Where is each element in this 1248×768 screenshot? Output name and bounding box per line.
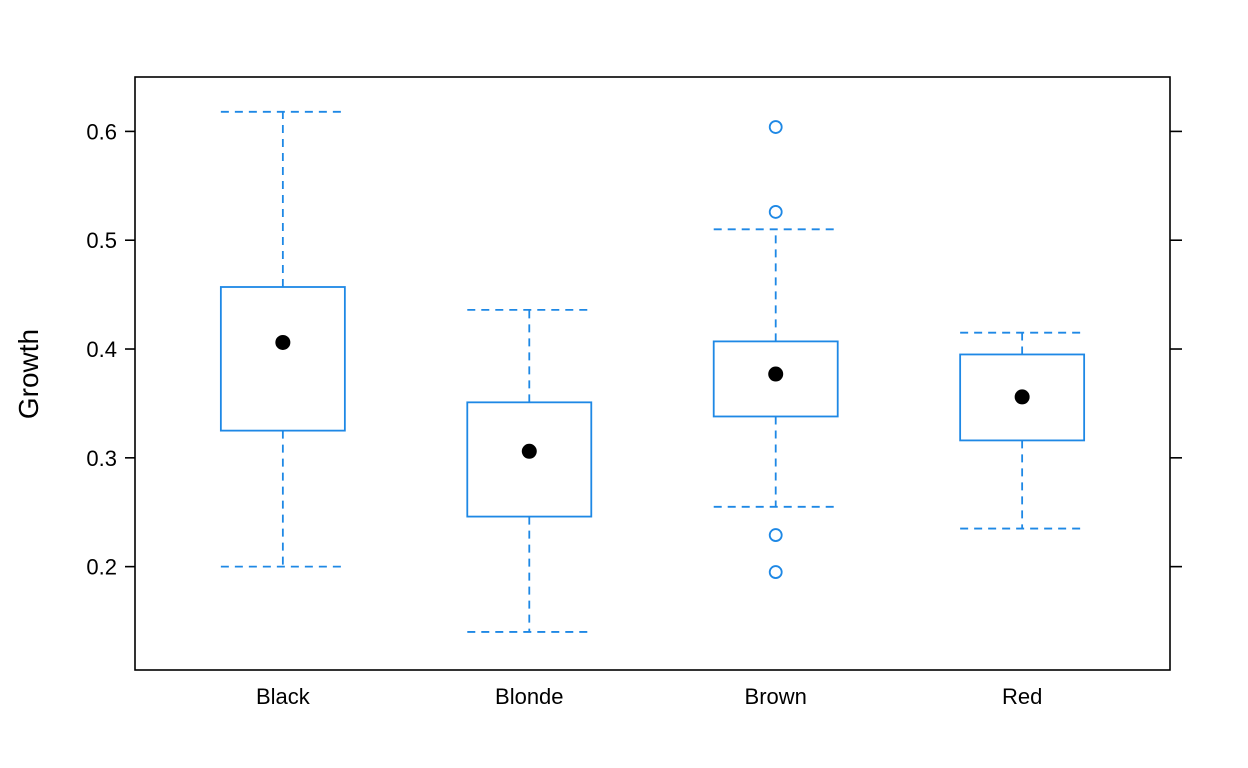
median-point	[1014, 389, 1030, 405]
y-tick-label: 0.6	[86, 119, 117, 144]
x-tick-label: Black	[256, 684, 311, 709]
box-iqr	[219, 286, 346, 432]
y-axis: 0.2 0.3 0.4 0.5 0.6	[86, 119, 1182, 580]
y-axis-title: Growth	[13, 329, 44, 419]
box-iqr	[959, 353, 1086, 442]
outlier-point	[768, 120, 783, 134]
plot-frame	[134, 76, 1171, 671]
x-tick-label: Red	[1002, 684, 1042, 709]
box-group-red	[959, 331, 1086, 530]
outlier-point	[768, 205, 783, 219]
median-point	[275, 334, 291, 350]
y-tick-label: 0.4	[86, 337, 117, 362]
x-axis: Black Blonde Brown Red	[256, 684, 1042, 709]
y-tick-label: 0.3	[86, 446, 117, 471]
box-iqr	[466, 401, 593, 518]
box-iqr	[712, 340, 839, 418]
box-group-black	[219, 110, 346, 568]
outlier-point	[768, 528, 783, 542]
x-tick-label: Brown	[745, 684, 807, 709]
median-point	[768, 366, 784, 382]
y-tick-label: 0.5	[86, 228, 117, 253]
box-series	[219, 110, 1086, 633]
outlier-point	[768, 565, 783, 579]
y-tick-label: 0.2	[86, 555, 117, 580]
x-tick-label: Blonde	[495, 684, 564, 709]
box-group-blonde	[466, 308, 593, 633]
median-point	[521, 443, 537, 459]
box-group-brown	[712, 120, 839, 579]
